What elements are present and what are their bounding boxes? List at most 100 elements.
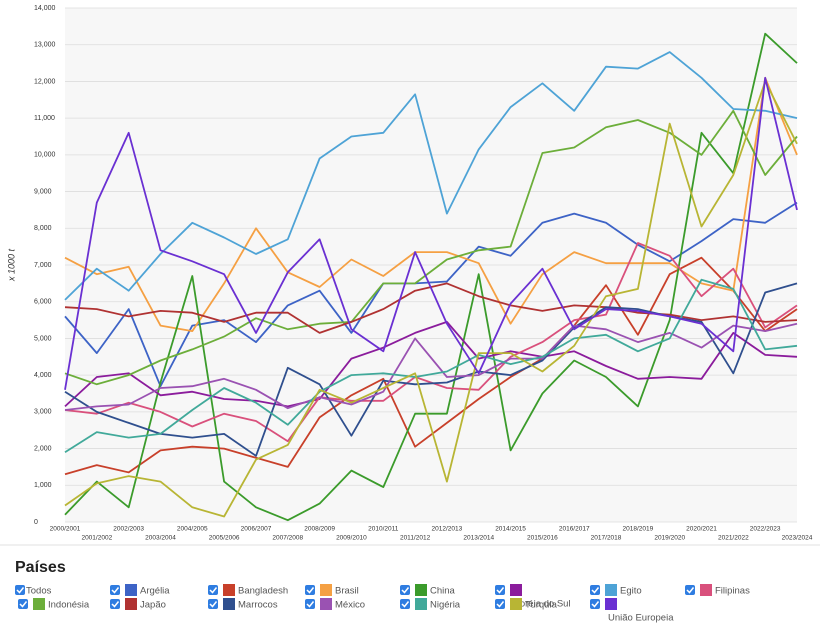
x-tick-label: 2009/2010 [336,535,367,542]
legend-label: Marrocos [238,600,278,611]
y-tick-label: 8,000 [34,225,52,232]
y-tick-label: 7,000 [34,262,52,269]
x-tick-label: 2015/2016 [527,535,558,542]
series-line [64,278,798,453]
checkbox[interactable] [400,599,410,609]
legend-label: México [335,600,365,611]
checkbox[interactable] [15,585,25,595]
x-tick-label: 2012/2013 [432,526,463,533]
x-tick-label: 2001/2002 [81,535,112,542]
series-line [64,32,798,522]
legend-label: China [430,586,456,597]
checkmark [496,601,505,608]
x-tick-label: 2007/2008 [272,535,303,542]
checkbox[interactable] [495,585,505,595]
legend-label: Egito [620,586,642,597]
legend-label: Indonésia [48,600,90,611]
x-tick-label: 2019/2020 [654,535,685,542]
y-tick-label: 12,000 [34,78,56,85]
series-line [64,201,798,388]
legend-label: Turquia [525,600,558,611]
x-tick-label: 2014/2015 [495,526,526,533]
checkbox[interactable] [400,585,410,595]
checkmark [306,587,315,594]
x-tick-label: 2021/2022 [718,535,749,542]
y-tick-label: 11,000 [34,115,55,122]
checkbox[interactable] [590,585,600,595]
x-tick-label: 2016/2017 [559,526,590,533]
series-line [64,76,798,390]
checkmark [686,587,695,594]
checkmark [209,601,218,608]
x-tick-label: 2018/2019 [623,526,654,533]
x-tick-label: 2003/2004 [145,535,176,542]
legend-label: Filipinas [715,586,750,597]
checkbox[interactable] [208,585,218,595]
y-tick-label: 13,000 [34,42,56,49]
checkbox[interactable] [590,599,600,609]
x-tick-label: 2005/2006 [209,535,240,542]
checkmark [306,601,315,608]
legend-title: Países [15,559,66,576]
x-tick-label: 2010/2011 [368,526,399,533]
checkmark [401,587,410,594]
x-tick-label: 2006/2007 [241,526,272,533]
checkmark [111,587,120,594]
legend-swatch [605,598,617,610]
y-tick-label: 1,000 [34,482,52,489]
series-line [64,109,798,386]
checkmark [496,587,505,594]
legend-swatch [125,584,137,596]
legend-swatch [320,598,332,610]
x-tick-label: 2000/2001 [50,526,81,533]
legend-swatch [223,598,235,610]
checkmark [209,587,218,594]
checkmark [401,601,410,608]
checkmark [19,601,28,608]
y-tick-label: 9,000 [34,188,52,195]
series-line [64,76,798,332]
legend-swatch [33,598,45,610]
legend-label: Bangladesh [238,586,288,597]
legend-label: União Europeia [608,613,674,624]
checkbox[interactable] [208,599,218,609]
series-line [64,80,798,518]
legend-swatch [605,584,617,596]
legend-swatch [320,584,332,596]
legend-swatch [510,598,522,610]
legend-label: Todos [26,586,52,597]
checkmark [111,601,120,608]
legend-swatch [125,598,137,610]
checkbox[interactable] [495,599,505,609]
checkbox[interactable] [305,599,315,609]
checkbox[interactable] [110,585,120,595]
x-tick-label: 2020/2021 [686,526,717,533]
checkmark [16,587,25,594]
x-tick-label: 2022/2023 [750,526,781,533]
x-tick-label: 2004/2005 [177,526,208,533]
checkmark [591,601,600,608]
legend-swatch [223,584,235,596]
series-line [64,321,798,408]
series-line [64,322,798,411]
legend-swatch [700,584,712,596]
y-axis-label: x 1000 t [6,248,16,282]
legend-label: Coréia do Sul [513,599,571,610]
legend-swatch [415,584,427,596]
y-tick-label: 14,000 [34,5,56,12]
series-line [64,256,798,476]
legend-label: Nigéria [430,600,461,611]
y-tick-label: 6,000 [34,299,52,306]
y-tick-label: 3,000 [34,409,52,416]
checkbox[interactable] [305,585,315,595]
legend-swatch [510,584,522,596]
checkbox[interactable] [18,599,28,609]
checkbox[interactable] [685,585,695,595]
x-tick-label: 2002/2003 [113,526,144,533]
checkmark [591,587,600,594]
x-tick-label: 2008/2009 [304,526,335,533]
checkbox[interactable] [110,599,120,609]
y-tick-label: 5,000 [34,335,52,342]
